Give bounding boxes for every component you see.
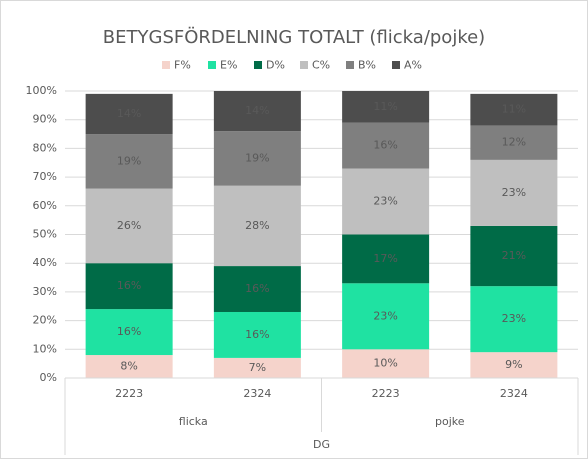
legend-label: A% (404, 59, 422, 72)
x-tick-label: 2324 (243, 387, 271, 400)
bar-segment (213, 91, 301, 132)
data-label: 19% (117, 154, 141, 167)
y-tick-label: 40% (33, 256, 57, 269)
legend-label: B% (358, 59, 376, 72)
bar-segment (213, 266, 301, 312)
bar-segment (470, 352, 558, 378)
bar-segment (85, 355, 173, 378)
data-label: 21% (502, 249, 526, 262)
bar-segment (213, 131, 301, 186)
data-label: 16% (245, 328, 269, 341)
data-label: 16% (373, 139, 397, 152)
bar-segment (85, 93, 173, 135)
data-label: 8% (120, 360, 137, 373)
bar-segment (213, 185, 301, 267)
legend-label: E% (220, 59, 237, 72)
bar-segment (85, 134, 173, 189)
bar-segment (342, 283, 430, 350)
bar-segment (85, 309, 173, 356)
legend-label: F% (174, 59, 191, 72)
data-label: 16% (117, 279, 141, 292)
data-label: 23% (373, 309, 397, 322)
legend-swatch (254, 61, 262, 69)
bar-segment (213, 357, 301, 378)
y-tick-label: 0% (40, 371, 57, 384)
data-label: 17% (373, 252, 397, 265)
y-tick-label: 100% (26, 84, 57, 97)
data-label: 7% (249, 361, 266, 374)
bar-segment (85, 263, 173, 310)
bar-segment (342, 349, 430, 378)
bar-segment (470, 286, 558, 353)
y-tick-label: 50% (33, 228, 57, 241)
data-label: 11% (373, 100, 397, 113)
group-label: flicka (179, 415, 208, 428)
y-tick-label: 90% (33, 113, 57, 126)
legend-swatch (346, 61, 354, 69)
data-label: 14% (245, 104, 269, 117)
super-group-label: DG (313, 438, 330, 451)
x-tick-label: 2324 (500, 387, 528, 400)
y-tick-label: 10% (33, 342, 57, 355)
data-label: 11% (502, 103, 526, 116)
data-label: 12% (502, 136, 526, 149)
y-tick-label: 70% (33, 170, 57, 183)
bar-segment (470, 159, 558, 226)
data-label: 23% (373, 194, 397, 207)
data-label: 23% (502, 312, 526, 325)
legend-label: D% (266, 59, 285, 72)
y-tick-label: 80% (33, 141, 57, 154)
x-tick-label: 2223 (372, 387, 400, 400)
legend-swatch (162, 61, 170, 69)
bar-segment (470, 93, 558, 126)
bar-segment (213, 311, 301, 358)
bar-segment (342, 168, 430, 235)
x-tick-label: 2223 (115, 387, 143, 400)
legend-swatch (392, 61, 400, 69)
data-label: 23% (502, 186, 526, 199)
bar-segment (342, 234, 430, 284)
bar-segment (470, 225, 558, 287)
chart-title: BETYGSFÖRDELNING TOTALT (flicka/pojke) (103, 26, 485, 48)
y-tick-label: 60% (33, 199, 57, 212)
bar-segment (85, 188, 173, 264)
bar-segment (470, 125, 558, 160)
y-tick-label: 20% (33, 314, 57, 327)
legend-swatch (300, 61, 308, 69)
data-label: 16% (117, 325, 141, 338)
data-label: 26% (117, 219, 141, 232)
group-label: pojke (435, 415, 465, 428)
data-label: 14% (117, 107, 141, 120)
data-label: 19% (245, 151, 269, 164)
legend-label: C% (312, 59, 330, 72)
data-label: 28% (245, 219, 269, 232)
data-label: 9% (505, 358, 522, 371)
y-tick-label: 30% (33, 285, 57, 298)
data-label: 16% (245, 282, 269, 295)
bar-segment (342, 122, 430, 169)
bar-segment (342, 91, 430, 123)
legend-swatch (208, 61, 216, 69)
data-label: 10% (373, 357, 397, 370)
